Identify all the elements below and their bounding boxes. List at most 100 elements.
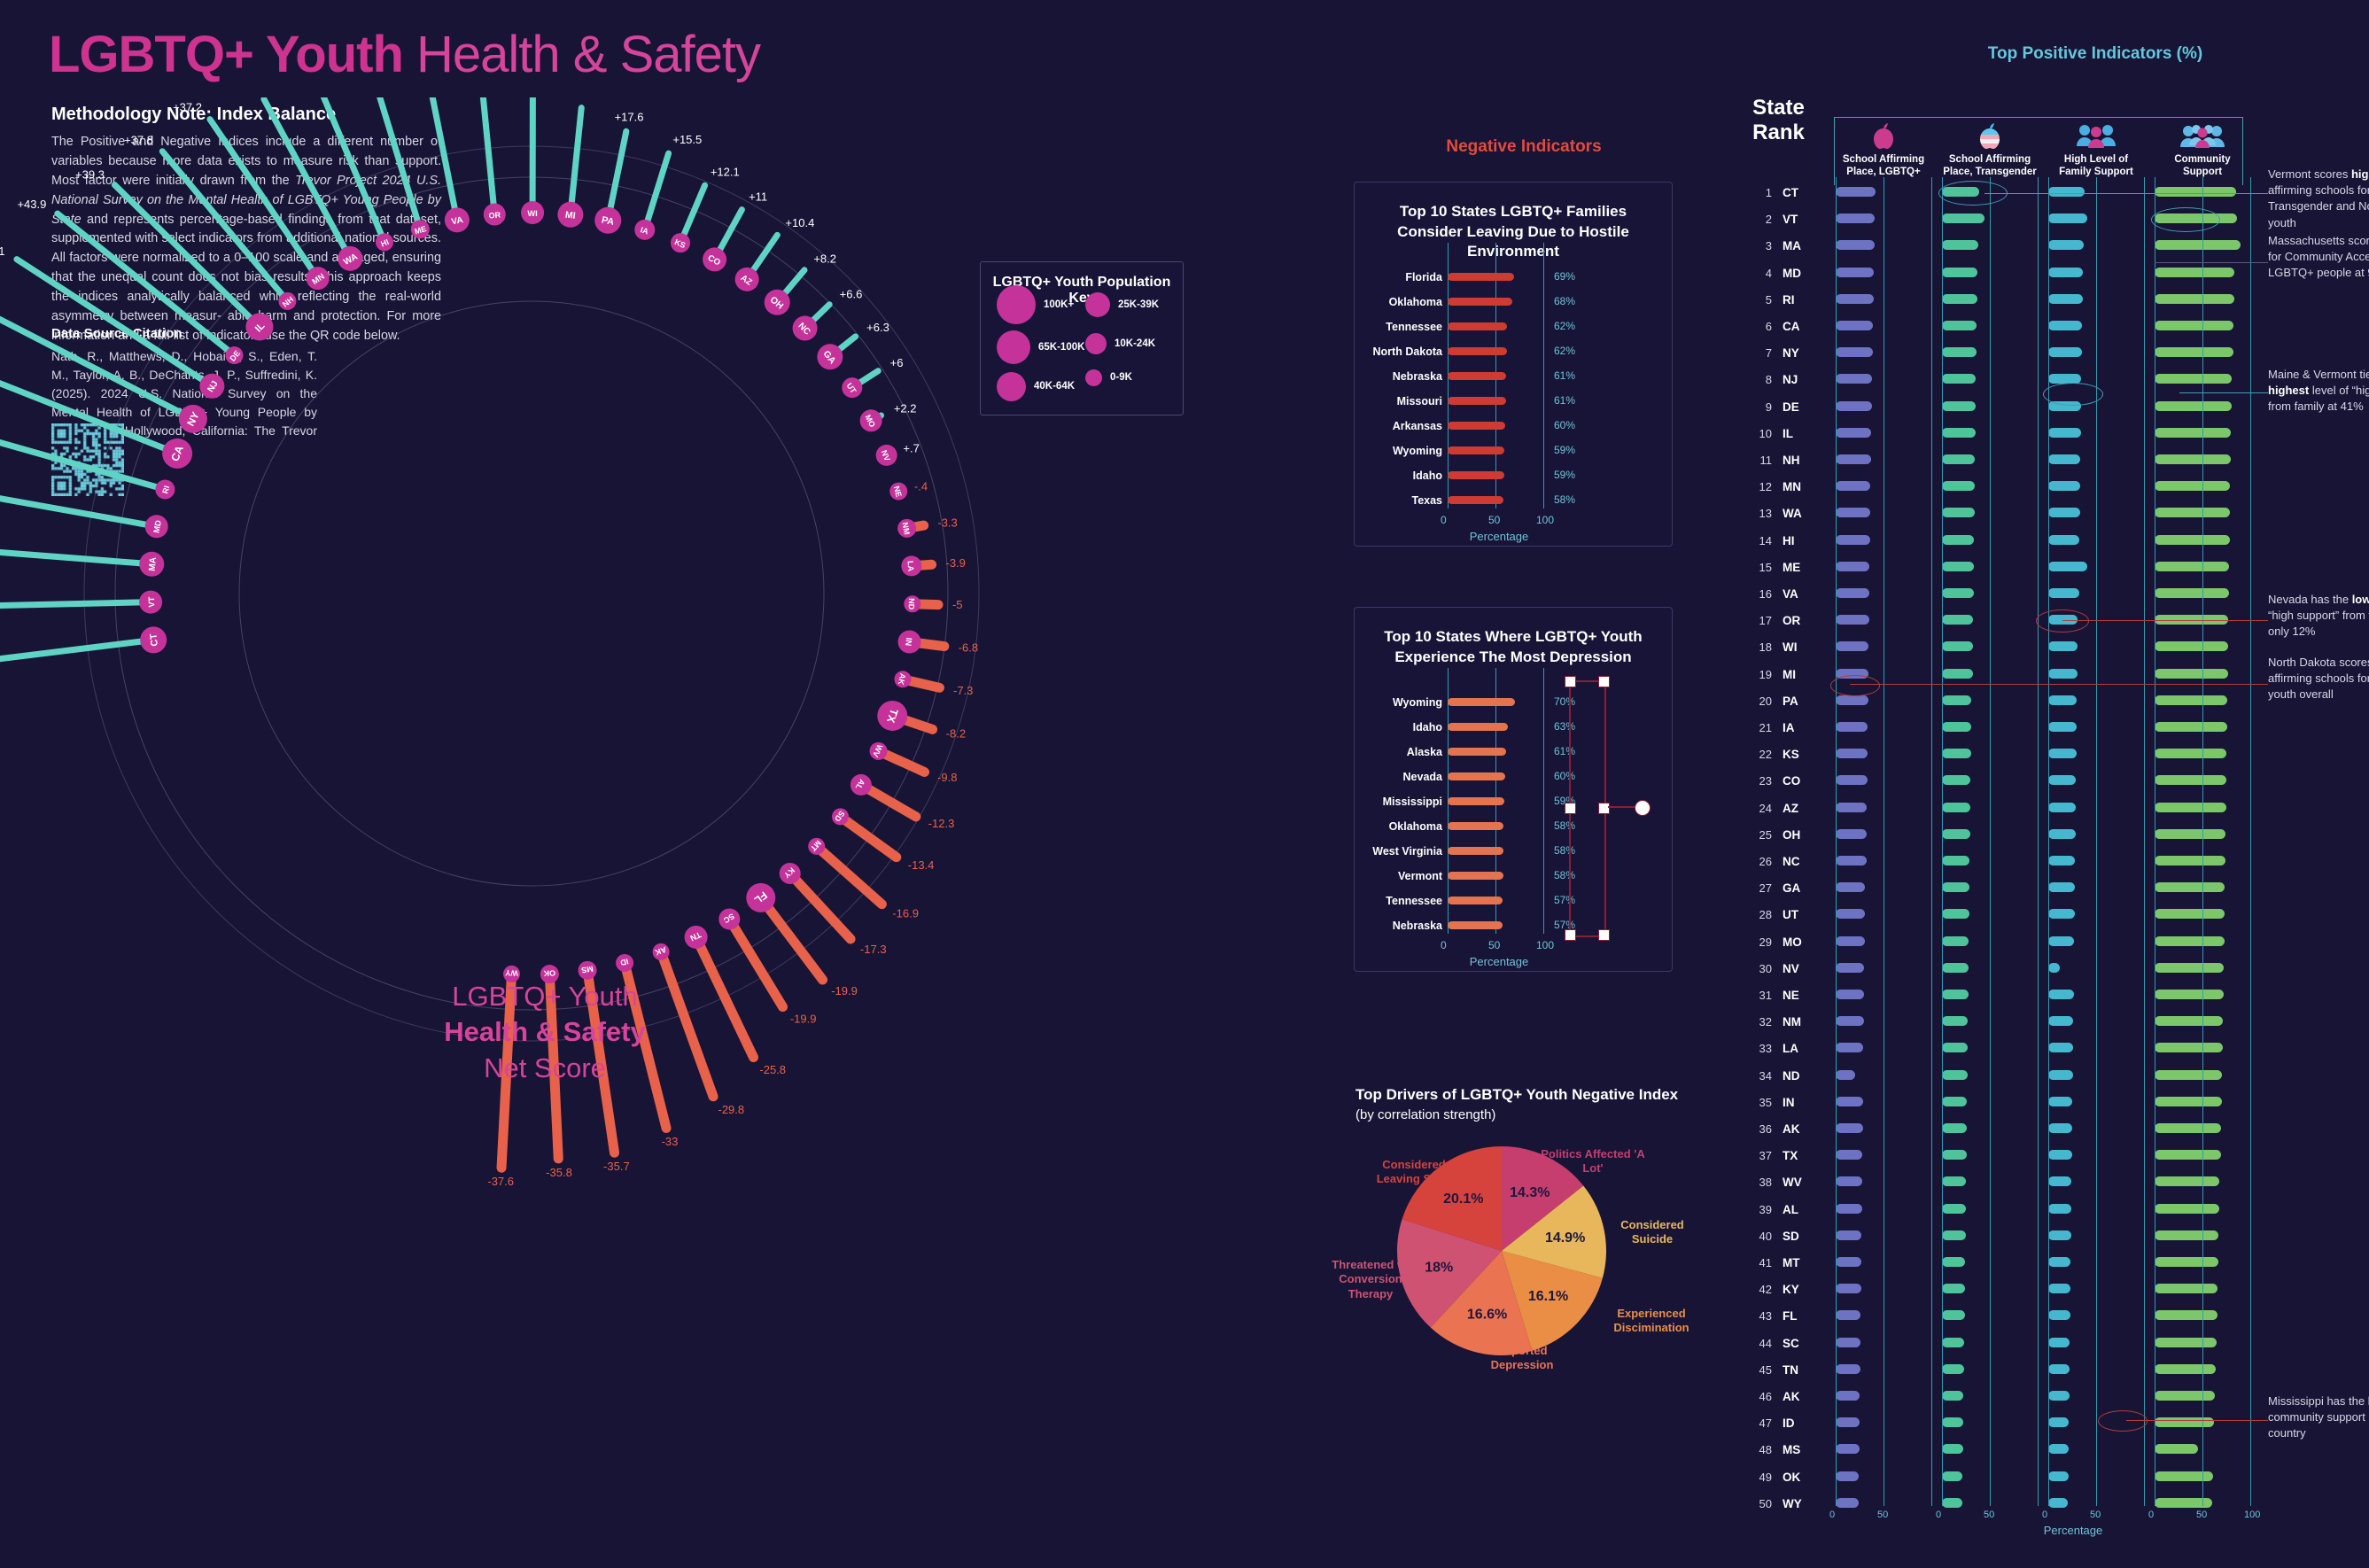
state-rank-row[interactable]: 2 VT (1728, 213, 1829, 227)
state-node[interactable]: NH (278, 291, 297, 310)
state-node[interactable]: NM (897, 518, 917, 538)
state-node[interactable]: LA (901, 555, 922, 577)
state-rank-row[interactable]: 35 IN (1728, 1096, 1829, 1110)
state-rank-row[interactable]: 39 AL (1728, 1203, 1829, 1217)
state-rank-row[interactable]: 29 MO (1728, 935, 1829, 950)
state-rank-row[interactable]: 31 NE (1728, 989, 1829, 1003)
state-rank-row[interactable]: 26 NC (1728, 855, 1829, 869)
state-node[interactable]: NE (889, 482, 908, 501)
state-node[interactable]: OR (483, 203, 506, 226)
state-node[interactable]: FL (746, 882, 776, 912)
selection-handle[interactable] (1565, 803, 1576, 814)
state-node[interactable]: MN (306, 267, 330, 291)
state-node[interactable]: SD (832, 808, 850, 826)
state-rank-row[interactable]: 37 TX (1728, 1149, 1829, 1163)
selection-handle[interactable] (1565, 929, 1576, 941)
state-rank-row[interactable]: 23 CO (1728, 774, 1829, 788)
state-node[interactable]: NJ (199, 373, 225, 399)
state-node[interactable]: VT (139, 590, 163, 614)
state-node[interactable]: KY (779, 862, 801, 884)
state-rank-row[interactable]: 22 KS (1728, 748, 1829, 762)
pie-slice[interactable] (1402, 1146, 1502, 1251)
state-rank-row[interactable]: 38 WV (1728, 1176, 1829, 1190)
state-node[interactable]: MA (139, 551, 165, 577)
state-node[interactable]: ME (410, 220, 430, 239)
selection-handle[interactable] (1565, 676, 1576, 687)
state-rank-row[interactable]: 50 WY (1728, 1497, 1829, 1511)
pie-slice[interactable] (1397, 1219, 1502, 1328)
state-node[interactable]: MD (144, 515, 168, 539)
selection-handle[interactable] (1598, 803, 1610, 814)
state-node[interactable]: UT (842, 377, 863, 399)
state-rank-row[interactable]: 7 NY (1728, 346, 1829, 361)
state-rank-row[interactable]: 18 WI (1728, 640, 1829, 655)
state-node[interactable]: AK (894, 671, 912, 688)
state-rank-row[interactable]: 12 MN (1728, 480, 1829, 494)
state-node[interactable]: ND (904, 595, 921, 613)
pie-slice[interactable] (1502, 1146, 1584, 1251)
pie-slice[interactable] (1502, 1185, 1606, 1278)
state-node[interactable]: TX (877, 700, 908, 731)
state-rank-row[interactable]: 46 AK (1728, 1390, 1829, 1404)
state-node[interactable]: TN (684, 925, 708, 949)
state-rank-row[interactable]: 40 SD (1728, 1230, 1829, 1244)
state-rank-row[interactable]: 1 CT (1728, 186, 1829, 200)
state-node[interactable]: IL (245, 313, 274, 341)
state-node[interactable]: SC (718, 908, 741, 930)
state-node[interactable]: IN (897, 630, 921, 654)
state-rank-row[interactable]: 30 NV (1728, 962, 1829, 976)
state-node[interactable]: MI (557, 201, 584, 228)
state-node[interactable]: HI (375, 233, 393, 252)
state-node[interactable]: CA (162, 438, 193, 469)
state-node[interactable]: OH (764, 289, 790, 315)
state-rank-row[interactable]: 20 PA (1728, 695, 1829, 709)
state-rank-row[interactable]: 32 NM (1728, 1015, 1829, 1029)
state-node[interactable]: NV (875, 444, 897, 466)
state-node[interactable]: AZ (734, 267, 759, 291)
state-node[interactable]: DE (225, 346, 244, 365)
state-node[interactable]: WI (521, 201, 545, 225)
state-rank-row[interactable]: 17 OR (1728, 614, 1829, 628)
state-rank-row[interactable]: 5 RI (1728, 293, 1829, 307)
state-rank-row[interactable]: 6 CA (1728, 320, 1829, 334)
state-node[interactable]: AL (850, 773, 872, 796)
state-rank-row[interactable]: 27 GA (1728, 881, 1829, 896)
state-rank-row[interactable]: 42 KY (1728, 1283, 1829, 1297)
selection-handle[interactable] (1598, 676, 1610, 687)
selection-handle[interactable] (1598, 929, 1610, 941)
state-node[interactable]: VA (444, 207, 470, 233)
state-node[interactable]: IA (634, 219, 656, 240)
state-node[interactable]: PA (594, 206, 622, 234)
state-node[interactable]: KS (671, 233, 691, 253)
state-node[interactable]: WA (338, 245, 363, 271)
state-rank-row[interactable]: 25 OH (1728, 828, 1829, 842)
state-rank-row[interactable]: 45 TN (1728, 1363, 1829, 1378)
state-rank-row[interactable]: 33 LA (1728, 1042, 1829, 1056)
state-rank-row[interactable]: 8 NJ (1728, 373, 1829, 387)
state-node[interactable]: GA (817, 344, 843, 370)
state-node[interactable]: MS (578, 960, 597, 980)
state-rank-row[interactable]: 24 AZ (1728, 802, 1829, 816)
state-rank-row[interactable]: 15 ME (1728, 561, 1829, 575)
state-rank-row[interactable]: 41 MT (1728, 1256, 1829, 1270)
state-node[interactable]: RI (155, 479, 175, 500)
pie-slice[interactable] (1430, 1251, 1533, 1355)
state-rank-row[interactable]: 19 MI (1728, 668, 1829, 682)
state-node[interactable]: CO (703, 247, 727, 272)
state-rank-row[interactable]: 10 IL (1728, 427, 1829, 441)
state-rank-row[interactable]: 49 OK (1728, 1471, 1829, 1485)
state-rank-row[interactable]: 16 VA (1728, 587, 1829, 602)
state-rank-row[interactable]: 34 ND (1728, 1069, 1829, 1083)
state-rank-row[interactable]: 48 MS (1728, 1443, 1829, 1457)
state-rank-row[interactable]: 47 ID (1728, 1417, 1829, 1431)
pie-slice[interactable] (1502, 1251, 1603, 1351)
state-rank-row[interactable]: 9 DE (1728, 400, 1829, 415)
state-rank-row[interactable]: 4 MD (1728, 267, 1829, 281)
state-node[interactable]: CT (140, 626, 167, 654)
state-node[interactable]: WY (502, 965, 520, 982)
state-rank-row[interactable]: 36 AK (1728, 1122, 1829, 1137)
state-node[interactable]: AK (652, 943, 670, 960)
state-rank-row[interactable]: 11 NH (1728, 454, 1829, 468)
selection-rotate-handle[interactable] (1635, 800, 1651, 816)
state-rank-row[interactable]: 44 SC (1728, 1337, 1829, 1351)
